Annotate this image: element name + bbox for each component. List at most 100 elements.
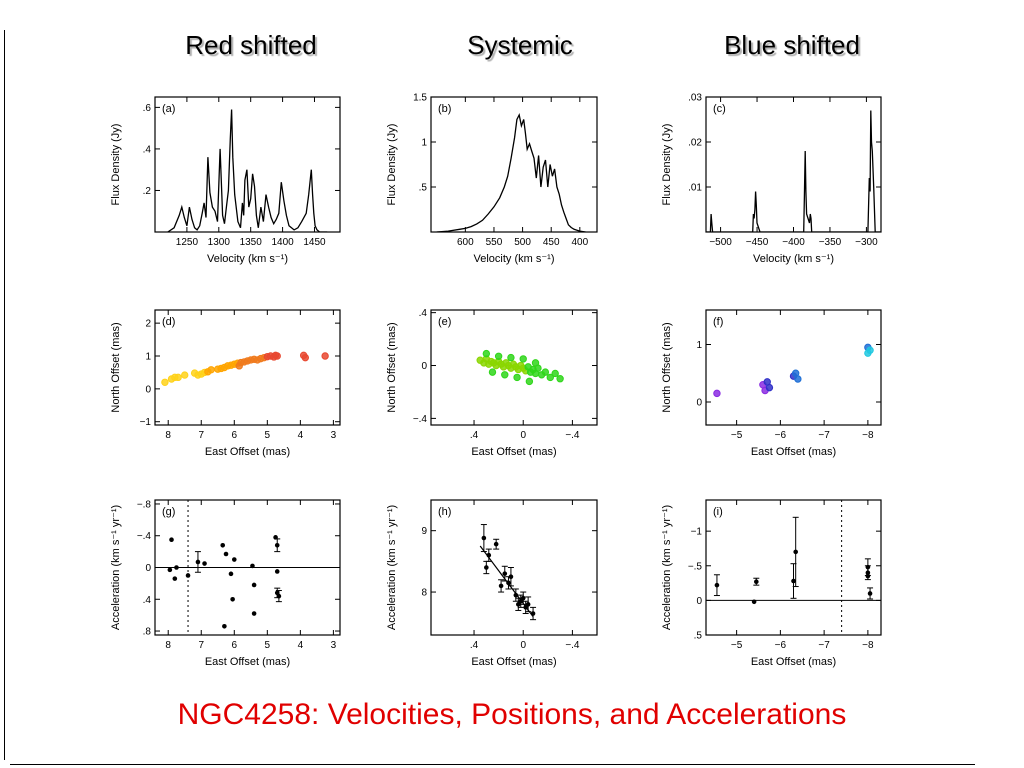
plot-frame xyxy=(705,499,882,636)
panel-label: (i) xyxy=(713,506,723,518)
data-point xyxy=(513,373,521,382)
x-tick-label: 5 xyxy=(265,430,271,441)
x-tick-label: 600 xyxy=(457,237,474,248)
x-tick-label: 7 xyxy=(198,430,204,441)
x-tick-label: −7 xyxy=(818,430,830,441)
x-tick-label: −.4 xyxy=(565,430,580,441)
data-point xyxy=(516,602,521,607)
header-blue-shifted: Blue shifted xyxy=(724,30,860,60)
data-point xyxy=(794,375,802,383)
data-point xyxy=(276,593,282,599)
data-point xyxy=(530,611,536,616)
chart-panel-e: .4 0 −.4 −.4 0 .4 East Offset (mas) North Offse… xyxy=(386,308,598,458)
y-axis-label: Acceleration (km s⁻¹ yr⁻¹) xyxy=(661,505,673,630)
x-axis-label: East Offset (mas) xyxy=(751,656,836,668)
data-point xyxy=(481,535,487,541)
header-red-shifted: Red shifted xyxy=(185,30,317,60)
data-point xyxy=(519,355,527,363)
spectrum-line xyxy=(436,113,586,232)
spectrum-line xyxy=(167,109,328,232)
x-tick-label: 1350 xyxy=(240,237,263,248)
panel-label: (a) xyxy=(162,103,175,115)
y-tick-label: .6 xyxy=(143,103,152,114)
plot-area xyxy=(713,343,874,398)
plot-area xyxy=(476,349,564,386)
chart-panel-i: −5 −6 −7 −8 −1 −.5 0 .5 East Offset (mas) Acceler… xyxy=(661,499,882,668)
chart-panel-f: −5 −6 −7 −8 0 1 East Offset (mas) North Offset … xyxy=(661,309,882,458)
left-border-line xyxy=(4,30,5,760)
x-tick-label: −300 xyxy=(855,237,878,248)
y-tick-label: −.4 xyxy=(413,414,428,425)
header-systemic: Systemic xyxy=(467,30,573,60)
y-tick-label: .02 xyxy=(688,138,702,149)
y-tick-label: .4 xyxy=(143,595,152,606)
x-tick-label: 450 xyxy=(543,237,560,248)
y-tick-label: 1.5 xyxy=(413,93,427,104)
data-point xyxy=(531,359,540,367)
y-tick-label: .8 xyxy=(143,627,152,638)
x-tick-label: −8 xyxy=(862,430,874,441)
x-tick-label: 8 xyxy=(165,430,171,441)
plot-frame xyxy=(430,309,598,426)
y-tick-label: −.5 xyxy=(688,561,703,572)
x-tick-label: 6 xyxy=(232,640,238,651)
panel-label: (b) xyxy=(438,103,451,115)
data-point xyxy=(865,564,871,570)
data-point xyxy=(220,542,226,548)
y-tick-label: −1 xyxy=(691,527,703,538)
data-point xyxy=(506,580,511,586)
panel-label: (h) xyxy=(438,506,451,518)
data-point xyxy=(251,611,257,616)
bottom-rule xyxy=(10,764,975,765)
data-point xyxy=(321,352,329,360)
data-point xyxy=(274,542,280,548)
x-tick-label: 4 xyxy=(298,430,304,441)
y-axis-label: Flux Density (Jy) xyxy=(661,124,673,206)
plot-area xyxy=(161,351,329,386)
plot-frame xyxy=(154,96,341,233)
x-tick-label: −8 xyxy=(862,640,874,651)
x-tick-label: 4 xyxy=(298,640,304,651)
data-point xyxy=(713,389,721,398)
y-tick-label: 8 xyxy=(421,588,427,599)
data-point xyxy=(502,571,508,576)
x-tick-label: 3 xyxy=(331,640,337,651)
data-point xyxy=(520,595,526,601)
data-point xyxy=(714,582,720,588)
data-point xyxy=(161,378,169,386)
y-tick-label: 1 xyxy=(145,352,151,363)
data-point xyxy=(167,567,173,573)
y-tick-label: .01 xyxy=(688,183,702,194)
panel-label: (g) xyxy=(162,506,175,518)
x-tick-label: 5 xyxy=(265,640,271,651)
y-tick-label: 0 xyxy=(696,398,702,409)
x-tick-label: 1450 xyxy=(303,237,326,248)
y-axis-label: Flux Density (Jy) xyxy=(386,124,398,206)
data-point xyxy=(273,352,281,360)
x-tick-label: 6 xyxy=(232,430,238,441)
x-axis-label: Velocity (km s⁻¹) xyxy=(474,253,555,265)
y-tick-label: 1 xyxy=(696,340,702,351)
x-tick-label: .4 xyxy=(470,430,479,441)
data-point xyxy=(523,605,528,610)
x-tick-label: 0 xyxy=(520,430,526,441)
slide-title: NGC4258: Velocities, Positions, and Acce… xyxy=(177,698,847,731)
y-tick-label: 0 xyxy=(145,384,151,395)
data-point xyxy=(867,591,873,596)
plot-frame xyxy=(154,309,341,426)
data-point xyxy=(207,366,215,374)
data-point xyxy=(181,371,189,379)
y-tick-label: .5 xyxy=(419,183,428,194)
x-tick-label: 1250 xyxy=(176,237,199,248)
y-tick-label: 2 xyxy=(145,319,151,330)
data-point xyxy=(222,623,227,629)
x-tick-label: 0 xyxy=(520,640,526,651)
data-point xyxy=(518,598,524,604)
data-point xyxy=(546,373,554,382)
y-tick-label: 0 xyxy=(421,361,427,372)
data-point xyxy=(488,368,497,376)
x-axis-label: East Offset (mas) xyxy=(205,656,290,668)
y-tick-label: −1 xyxy=(140,417,152,428)
